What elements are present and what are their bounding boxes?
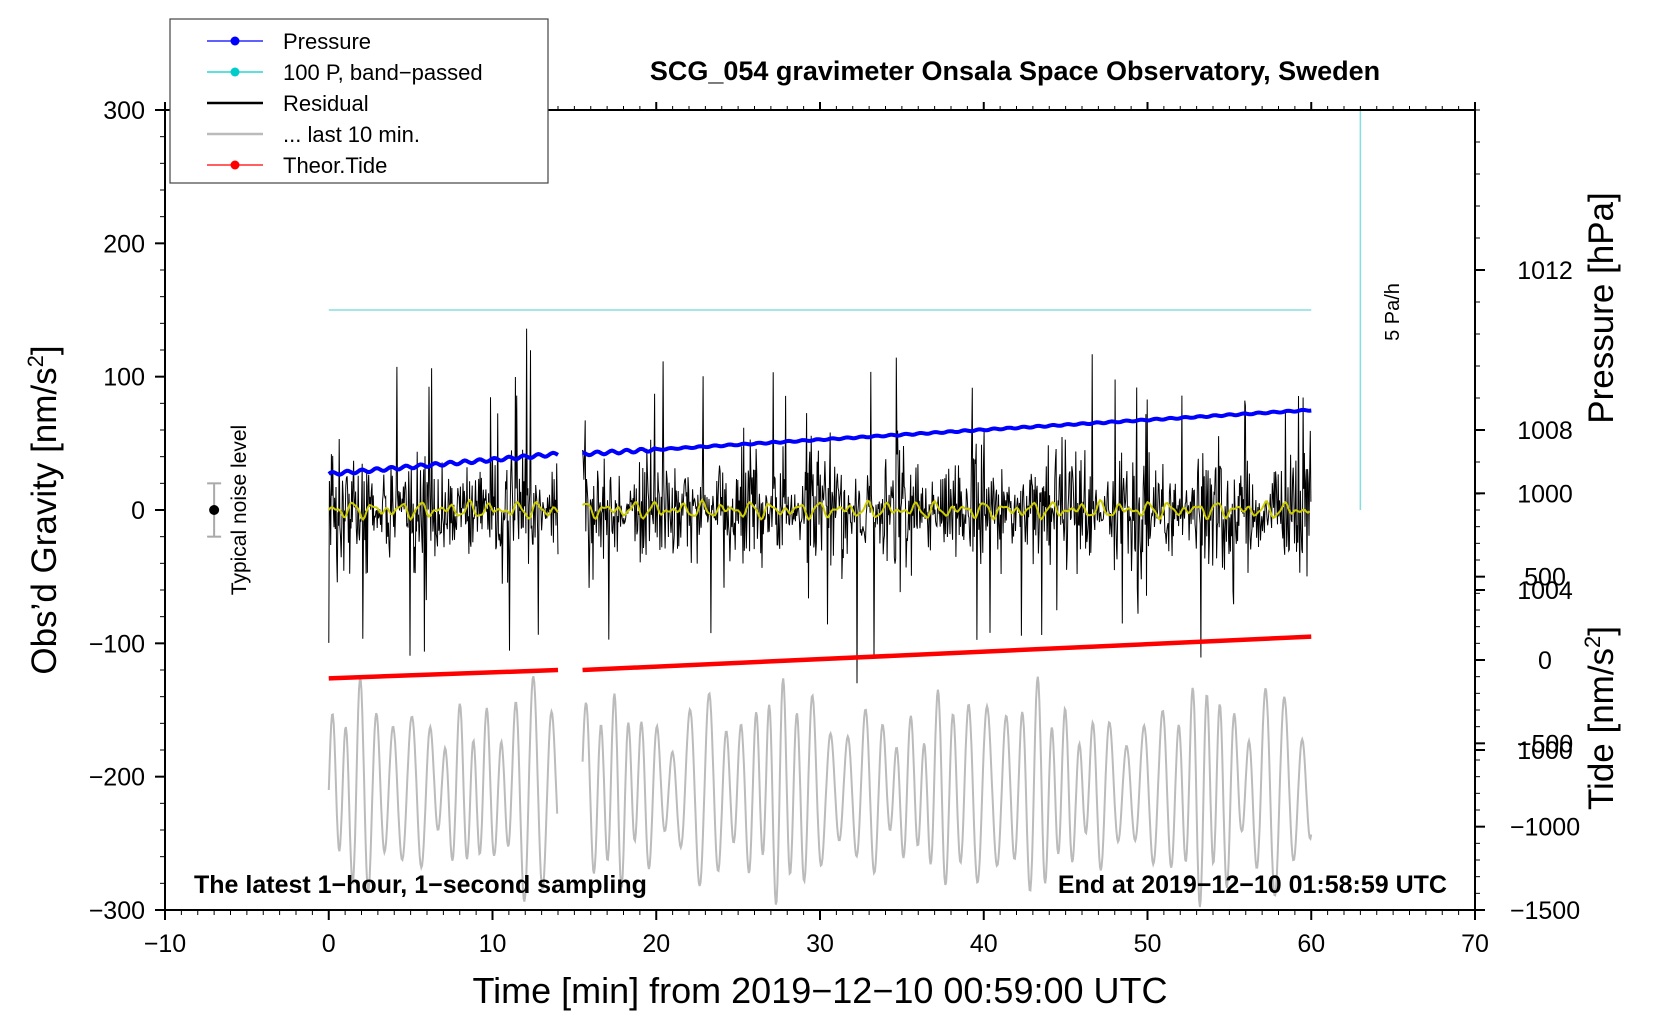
- noise-level-bar: [207, 482, 222, 538]
- legend-marker: [230, 67, 240, 77]
- tide-tick-label: −500: [1517, 730, 1573, 758]
- legend-label: Residual: [283, 91, 369, 116]
- legend-item: 100 P, band−passed: [207, 60, 483, 85]
- last-10-min-line: [581, 676, 1313, 908]
- rate-label: 5 Pa/h: [1382, 283, 1404, 341]
- y-tick-label: −200: [89, 764, 145, 792]
- pressure-tick-label: 1004: [1517, 577, 1573, 605]
- y-tick-label: 100: [103, 364, 145, 392]
- smoothed-residual-line: [582, 498, 1311, 521]
- y-axis-label: Obs’d Gravity [nm/s2]: [23, 345, 64, 674]
- smoothed-residual-line: [327, 498, 559, 522]
- tide-axis-label-close: ]: [1582, 626, 1621, 636]
- x-tick-label: 50: [1134, 930, 1162, 958]
- pressure-tick-label: 1000: [1517, 737, 1573, 765]
- x-tick-label: 70: [1461, 930, 1489, 958]
- chart-title: SCG_054 gravimeter Onsala Space Observat…: [650, 56, 1380, 86]
- y-tick-label: 300: [103, 97, 145, 125]
- tide-axis-label-text: Tide [nm/s: [1582, 648, 1621, 810]
- sampling-note: The latest 1−hour, 1−second sampling: [194, 871, 647, 899]
- x-tick-label: 10: [479, 930, 507, 958]
- residual-line: [582, 354, 1312, 684]
- x-tick-label: 40: [970, 930, 998, 958]
- pressure-line: [327, 450, 559, 477]
- legend-label: Theor.Tide: [283, 153, 387, 178]
- x-axis-label: Time [min] from 2019−12−10 00:59:00 UTC: [472, 970, 1167, 1011]
- y-tick-label: 0: [131, 497, 145, 525]
- legend-marker: [230, 36, 240, 46]
- noise-level-label: Typical noise level: [228, 425, 251, 595]
- pressure-tick-label: 1008: [1517, 417, 1573, 445]
- axes: −10 0 10 20 30 40 50 60 703002001000−100−200−300…: [89, 97, 1580, 958]
- y-axis-label-close: ]: [25, 345, 64, 355]
- last-10-min-line: [327, 676, 559, 902]
- x-tick-label: −10: [144, 930, 186, 958]
- y-tick-label: 200: [103, 230, 145, 258]
- legend-item: Residual: [207, 91, 369, 116]
- tide-tick-label: 500: [1524, 564, 1566, 592]
- y-tick-label: −100: [89, 630, 145, 658]
- legend-marker: [230, 160, 240, 170]
- legend-item: ... last 10 min.: [207, 122, 420, 147]
- pressure-tick-label: 1012: [1517, 257, 1573, 285]
- legend: Pressure 100 P, band−passed Residual ... la…: [169, 18, 549, 184]
- tide-tick-label: −1000: [1510, 814, 1580, 842]
- smoothed-residual-series: [327, 498, 1311, 522]
- theoretical-tide-series: [328, 634, 1312, 681]
- tide-tick-label: 1000: [1517, 480, 1573, 508]
- y-tick-label: −300: [89, 897, 145, 925]
- x-tick-label: 60: [1297, 930, 1325, 958]
- tide-line: [582, 634, 1312, 673]
- residual-line: [328, 328, 559, 656]
- tide-tick-label: −1500: [1510, 897, 1580, 925]
- legend-label: Pressure: [283, 29, 371, 54]
- legend-label: 100 P, band−passed: [283, 60, 483, 85]
- last-10-min-series: [327, 676, 1313, 908]
- y-axis-label-text: Obs’d Gravity [nm/s: [25, 367, 64, 674]
- tide-axis-label-sup: 2: [1580, 636, 1605, 648]
- pressure-line: [582, 407, 1312, 458]
- x-tick-label: 30: [806, 930, 834, 958]
- pressure-axis-label: Pressure [hPa]: [1582, 192, 1621, 424]
- x-tick-label: 20: [642, 930, 670, 958]
- legend-box: [169, 18, 549, 184]
- noise-bar-dot: [209, 505, 220, 515]
- legend-item: Theor.Tide: [207, 153, 387, 178]
- tide-axis-label: Tide [nm/s2]: [1580, 626, 1621, 810]
- y-axis-label-sup: 2: [23, 355, 48, 367]
- legend-item: Pressure: [207, 29, 371, 54]
- pressure-series: [327, 407, 1312, 477]
- tide-line: [328, 667, 559, 681]
- legend-label: ... last 10 min.: [283, 122, 420, 147]
- end-time-note: End at 2019−12−10 01:58:59 UTC: [1058, 871, 1447, 899]
- tide-tick-label: 0: [1538, 647, 1552, 675]
- x-tick-label: 0: [322, 930, 336, 958]
